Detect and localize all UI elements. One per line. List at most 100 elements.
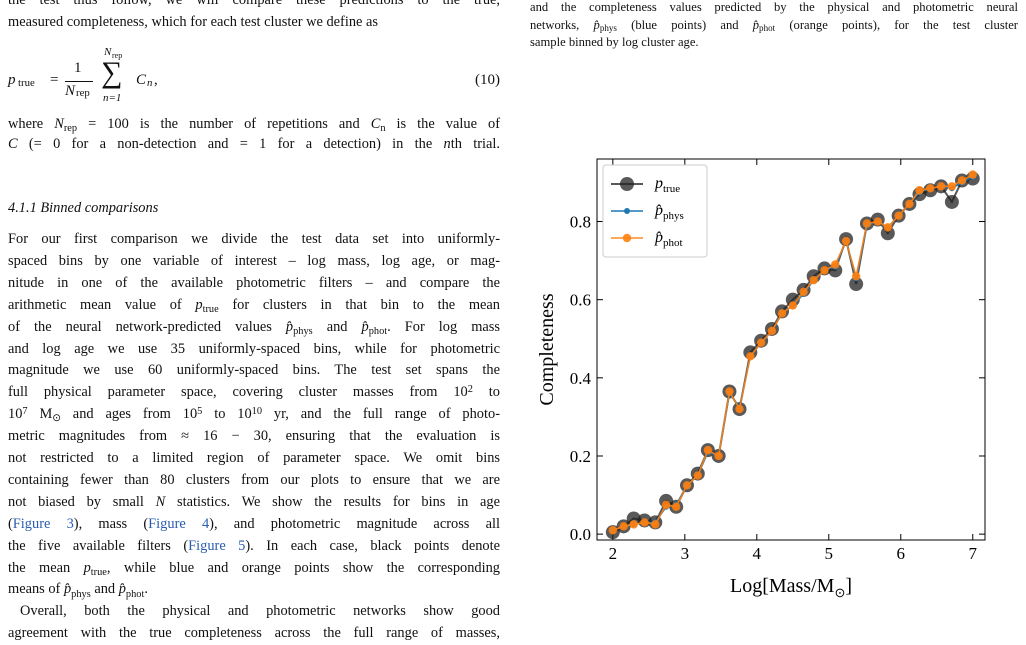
text-line: 107 M⊙ and ages from 105 to 1010 yr, and…	[8, 405, 500, 425]
x-tick-label: 4	[753, 544, 762, 563]
text-run: to	[472, 384, 500, 401]
text-line: and log age we use 35 uniformly-spaced b…	[8, 341, 500, 358]
figure-link[interactable]: Figure 4	[148, 515, 210, 532]
text-run: the mean	[8, 559, 84, 576]
superscript: 7	[22, 405, 28, 417]
data-point	[777, 309, 787, 318]
data-point	[693, 471, 702, 480]
eq-lhs: p	[8, 72, 16, 88]
x-tick-label: 2	[609, 544, 618, 563]
math-symbol: C	[8, 136, 18, 152]
text-run: and log age we use 35 uniformly-spaced b…	[8, 340, 500, 357]
legend-swatch-marker	[622, 233, 632, 243]
data-point	[671, 502, 681, 511]
x-axis-label-sub: ⊙	[834, 585, 845, 600]
text-run: the test thus follow, we will compare th…	[8, 0, 500, 8]
data-point	[849, 277, 864, 292]
text-run: spaced bins by one variable of interest …	[8, 252, 500, 269]
data-point	[831, 260, 840, 269]
text-run: not biased by small	[8, 493, 156, 510]
text-run: and ages from 10	[60, 406, 198, 423]
text-run: (	[8, 515, 13, 532]
y-axis-label: Completeness	[536, 293, 558, 405]
data-point	[714, 451, 723, 461]
text-line: arithmetic mean value of ptrue for clust…	[8, 296, 500, 315]
eq-sum-bottom: n=1	[103, 92, 122, 104]
text-run: measured completeness, which for each te…	[8, 14, 379, 30]
superscript: 2	[467, 383, 473, 395]
subscript: phys	[71, 588, 91, 600]
eq-sigma: ∑	[101, 56, 123, 89]
text-line: the mean ptrue, while blue and orange po…	[8, 559, 500, 578]
text-run: not restricted to a limited region of pa…	[8, 450, 500, 466]
legend-swatch-marker	[620, 177, 634, 191]
subscript: rep	[63, 123, 78, 135]
eq-den: N	[65, 83, 76, 99]
y-tick-label: 0.4	[570, 369, 592, 388]
subscript: n	[380, 123, 386, 135]
text-line: and the completeness values predicted by…	[530, 0, 1018, 15]
data-point	[651, 520, 660, 529]
data-point	[873, 217, 882, 226]
math-symbol: p	[195, 296, 203, 313]
text-run: sample binned by log cluster age.	[530, 35, 699, 49]
data-point	[883, 223, 893, 232]
text-run: for clusters in that bin to the mean	[218, 296, 500, 313]
x-axis-label-end: ]	[845, 575, 852, 597]
figure-link[interactable]: Figure 3	[12, 515, 74, 532]
text-run: For our first comparison we divide the t…	[8, 231, 500, 247]
data-point	[926, 184, 935, 193]
text-run: (= 0 for a non-detection and = 1 for a d…	[17, 136, 444, 152]
text-run: full physical parameter space, covering …	[8, 384, 468, 401]
data-point	[957, 176, 967, 185]
text-line: means of p̂phys and p̂phot.	[8, 581, 500, 600]
x-axis-label-text: Log[Mass/M	[730, 575, 835, 597]
text-line: measured completeness, which for each te…	[8, 14, 500, 31]
text-line: of the neural network-predicted values p…	[8, 318, 500, 337]
text-run: containing fewer than 80 clusters from o…	[8, 471, 500, 488]
text-line: containing fewer than 80 clusters from o…	[8, 472, 500, 489]
text-line: C (= 0 for a non-detection and = 1 for a…	[8, 136, 500, 153]
math-symbol: p̂	[752, 17, 760, 32]
text-run: , while blue and orange points show the …	[106, 559, 500, 576]
legend-label-symbol: p	[654, 175, 663, 192]
math-symbol: C	[370, 116, 381, 132]
text-run: metric magnitudes from ≈ 16 − 30, ensuri…	[8, 428, 500, 445]
figure-link[interactable]: Figure 5	[188, 537, 246, 554]
text-run: . For log mass	[387, 318, 500, 335]
data-point	[735, 404, 744, 414]
superscript: 5	[197, 405, 203, 417]
text-run: nitude in one of the available photometr…	[8, 274, 500, 291]
data-point	[820, 266, 829, 275]
data-point	[725, 387, 734, 396]
text-run: and	[90, 581, 119, 598]
x-axis-label: Log[Mass/M⊙]	[730, 575, 852, 600]
math-symbol: p̂	[63, 581, 72, 598]
section-heading: 4.1.1 Binned comparisons	[8, 200, 159, 216]
text-run: yr, and the full range of photo-	[262, 406, 500, 423]
text-line: magnitude we use 60 uniformly-spaced bin…	[8, 362, 500, 379]
text-line: metric magnitudes from ≈ 16 − 30, ensuri…	[8, 428, 500, 445]
eq-frac-bar	[65, 81, 93, 82]
subscript: phot	[759, 23, 776, 34]
data-point	[661, 500, 671, 510]
eq-lhs-sub: true	[18, 77, 35, 89]
data-point	[746, 352, 755, 361]
data-point	[915, 186, 924, 195]
text-run: M	[27, 406, 53, 423]
eq-term: C	[136, 72, 147, 88]
data-point	[703, 445, 713, 455]
text-line: networks, p̂phys (blue points) and p̂pho…	[530, 17, 1018, 34]
data-point	[788, 301, 797, 310]
x-tick-label: 5	[825, 544, 834, 563]
text-run: .	[144, 581, 148, 598]
subscript: phys	[293, 325, 313, 337]
data-point	[629, 520, 638, 529]
legend-label: ptrue	[654, 175, 680, 195]
data-point	[905, 199, 914, 209]
y-tick-label: 0.8	[570, 213, 591, 232]
subscript: true	[90, 566, 107, 578]
legend-label-symbol: p̂	[654, 202, 663, 219]
text-run: to 10	[202, 406, 252, 423]
